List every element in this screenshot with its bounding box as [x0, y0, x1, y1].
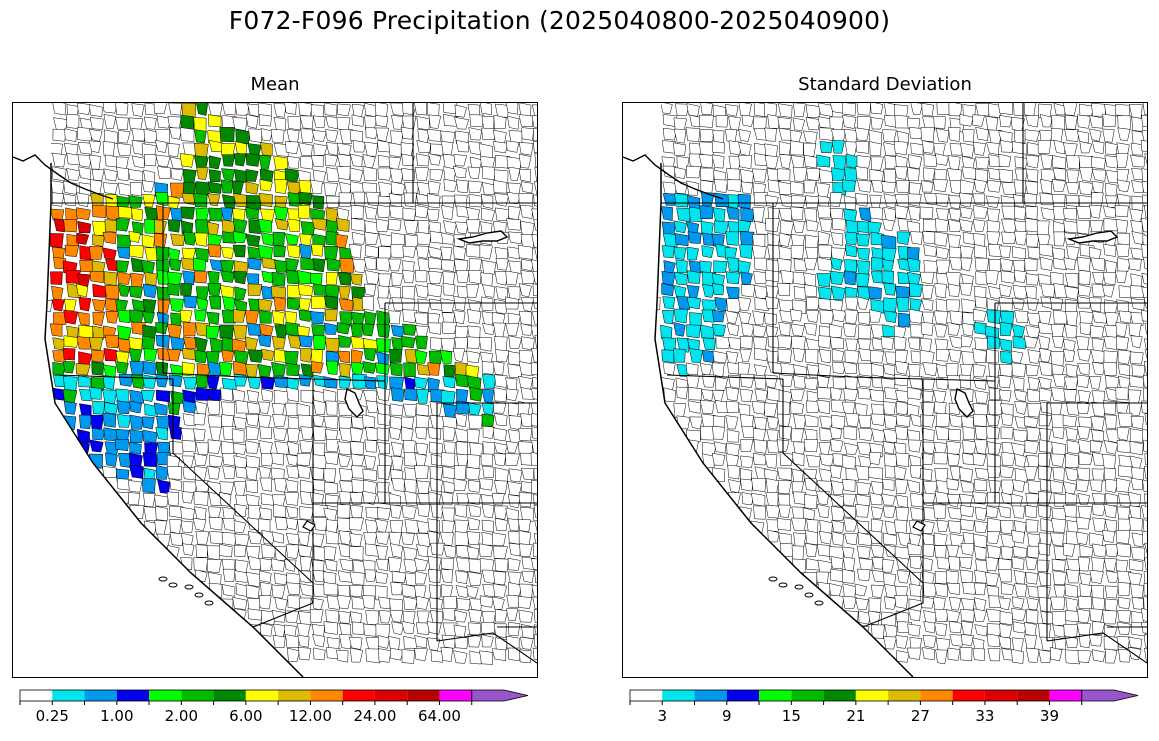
- stddev-swatch-2: [694, 690, 727, 701]
- stddev-tick-label-1: 9: [722, 707, 732, 725]
- stddev-tick-label-2: 15: [782, 707, 801, 725]
- stddev-swatch-5: [791, 690, 824, 701]
- mean-tick-label-4: 12.00: [289, 707, 332, 725]
- mean-swatch-6: [213, 690, 246, 701]
- std-ocean: [623, 103, 914, 677]
- stddev-swatch-10: [952, 690, 985, 701]
- stddev-swatch-13: [1049, 690, 1082, 701]
- mean-colorbar-ticks: 0.25 1.00 2.00 6.00 12.00 24.00 64.00: [19, 701, 473, 725]
- mean-colorbar-swatches: [19, 689, 529, 702]
- stddev-swatch-8: [888, 690, 921, 701]
- mean-map: [12, 102, 538, 678]
- mean-panel-title: Mean: [250, 74, 300, 95]
- stddev-swatch-4: [759, 690, 792, 701]
- stddev-tick-label-6: 39: [1040, 707, 1059, 725]
- stddev-swatch-11: [984, 690, 1018, 701]
- stddev-tick-label-3: 21: [846, 707, 865, 725]
- stddev-swatch-7: [855, 690, 889, 701]
- stddev-swatch-6: [823, 690, 856, 701]
- mean-swatch-extend: [471, 689, 529, 702]
- stddev-panel-title: Standard Deviation: [798, 74, 972, 95]
- stddev-swatch-1: [662, 690, 695, 701]
- mean-swatch-0: [20, 690, 53, 701]
- std-basin-cells: [647, 103, 1147, 665]
- std-state-borders: [661, 103, 1147, 664]
- mean-swatch-3: [116, 690, 150, 701]
- mean-state-borders: [51, 103, 537, 664]
- mean-swatch-2: [84, 690, 117, 701]
- mean-basin-cells: [38, 103, 537, 665]
- mean-swatch-11: [374, 690, 408, 701]
- stddev-swatch-9: [920, 690, 953, 701]
- mean-swatch-8: [278, 690, 311, 701]
- stddev-map: [622, 102, 1148, 678]
- mean-tick-label-5: 24.00: [353, 707, 396, 725]
- figure-title: F072-F096 Precipitation (2025040800-2025…: [228, 6, 891, 35]
- mean-ocean: [13, 103, 304, 677]
- mean-colorbar: 0.25 1.00 2.00 6.00 12.00 24.00 64.00: [12, 688, 542, 728]
- mean-tick-label-2: 2.00: [165, 707, 198, 725]
- stddev-swatch-3: [726, 690, 760, 701]
- stddev-tick-label-0: 3: [657, 707, 667, 725]
- mean-swatch-13: [439, 690, 472, 701]
- stddev-colorbar-swatches: [629, 689, 1139, 702]
- std-lakes: [768, 230, 1119, 606]
- stddev-colorbar: 3 9 15 21 27 33 39: [622, 688, 1152, 728]
- mean-tick-label-3: 6.00: [229, 707, 262, 725]
- mean-tick-label-0: 0.25: [36, 707, 69, 725]
- mean-swatch-1: [52, 690, 85, 701]
- mean-swatch-7: [245, 690, 279, 701]
- mean-swatch-5: [181, 690, 214, 701]
- stddev-swatch-extend: [1081, 689, 1139, 702]
- mean-swatch-12: [407, 690, 440, 701]
- stddev-tick-label-5: 33: [975, 707, 994, 725]
- mean-tick-label-6: 64.00: [418, 707, 461, 725]
- mean-swatch-9: [310, 690, 343, 701]
- mean-lakes: [158, 230, 509, 606]
- stddev-colorbar-ticks: 3 9 15 21 27 33 39: [629, 701, 1083, 725]
- stddev-tick-label-4: 27: [911, 707, 930, 725]
- mean-tick-label-1: 1.00: [100, 707, 133, 725]
- mean-swatch-4: [149, 690, 182, 701]
- stddev-swatch-12: [1017, 690, 1050, 701]
- mean-swatch-10: [342, 690, 375, 701]
- stddev-swatch-0: [630, 690, 663, 701]
